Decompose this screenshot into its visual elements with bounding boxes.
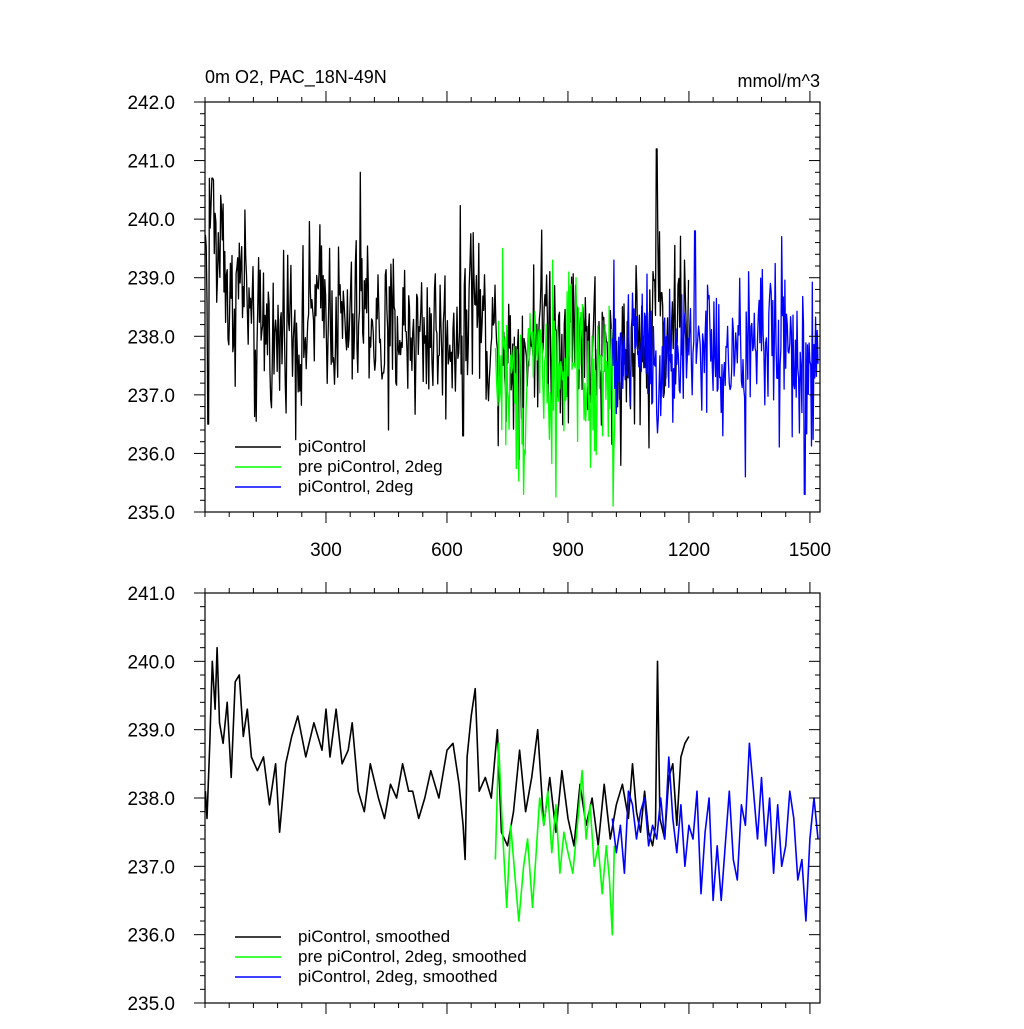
units-label: mmol/m^3 (738, 71, 820, 91)
x-tick-label: 1500 (789, 540, 831, 561)
figure-title: 0m O2, PAC_18N-49N (205, 67, 387, 88)
x-tick-label: 600 (431, 540, 463, 561)
panel-bottom: 235.0 236.0 237.0 238.0 239.0 240.0 241.0 piCon… (127, 582, 821, 1015)
y-tick-label: 235.0 (127, 503, 175, 524)
y-tick-label: 241.0 (127, 584, 175, 605)
legend-label: pre piControl, 2deg, smoothed (298, 947, 527, 966)
series-line-picontrol-2deg (611, 230, 819, 496)
y-tick-label: 239.0 (127, 721, 175, 742)
y-tick-label: 239.0 (127, 269, 175, 290)
legend-label: piControl, 2deg (298, 477, 413, 496)
x-tick-label: 900 (552, 540, 584, 561)
series-line-picontrol-smoothed (205, 646, 690, 861)
y-tick-label: 241.0 (127, 152, 175, 173)
panel-top: 300 600 900 1200 1500 235.0 236.0 237.0 238.0 239… (127, 91, 831, 561)
y-tick-label: 237.0 (127, 857, 175, 878)
y-tick-label: 236.0 (127, 444, 175, 465)
series-group (205, 646, 819, 936)
y-tick-label: 236.0 (127, 926, 175, 947)
series-line-picontrol (205, 148, 690, 466)
series-line-picontrol-2deg-smoothed (611, 742, 819, 922)
series-group (205, 148, 819, 507)
y-tick-label: 242.0 (127, 93, 175, 114)
plot-frame (204, 101, 821, 513)
x-tick-label: 1200 (668, 540, 710, 561)
legend-label: piControl (298, 437, 366, 456)
y-tick-label: 238.0 (127, 789, 175, 810)
y-tick-label: 235.0 (127, 994, 175, 1015)
y-tick-label: 240.0 (127, 652, 175, 673)
y-tick-label: 238.0 (127, 327, 175, 348)
legend-label: piControl, smoothed (298, 927, 450, 946)
legend-label: piControl, 2deg, smoothed (298, 967, 497, 986)
series-line-pre-picontrol-2deg-smoothed (494, 742, 616, 936)
y-tick-label: 240.0 (127, 210, 175, 231)
x-tick-label: 300 (310, 540, 342, 561)
legend-label: pre piControl, 2deg (298, 457, 443, 476)
panels: 300 600 900 1200 1500 235.0 236.0 237.0 238.0 239… (127, 91, 831, 1015)
series-line-pre-picontrol-2deg (494, 247, 617, 507)
y-tick-label: 237.0 (127, 386, 175, 407)
